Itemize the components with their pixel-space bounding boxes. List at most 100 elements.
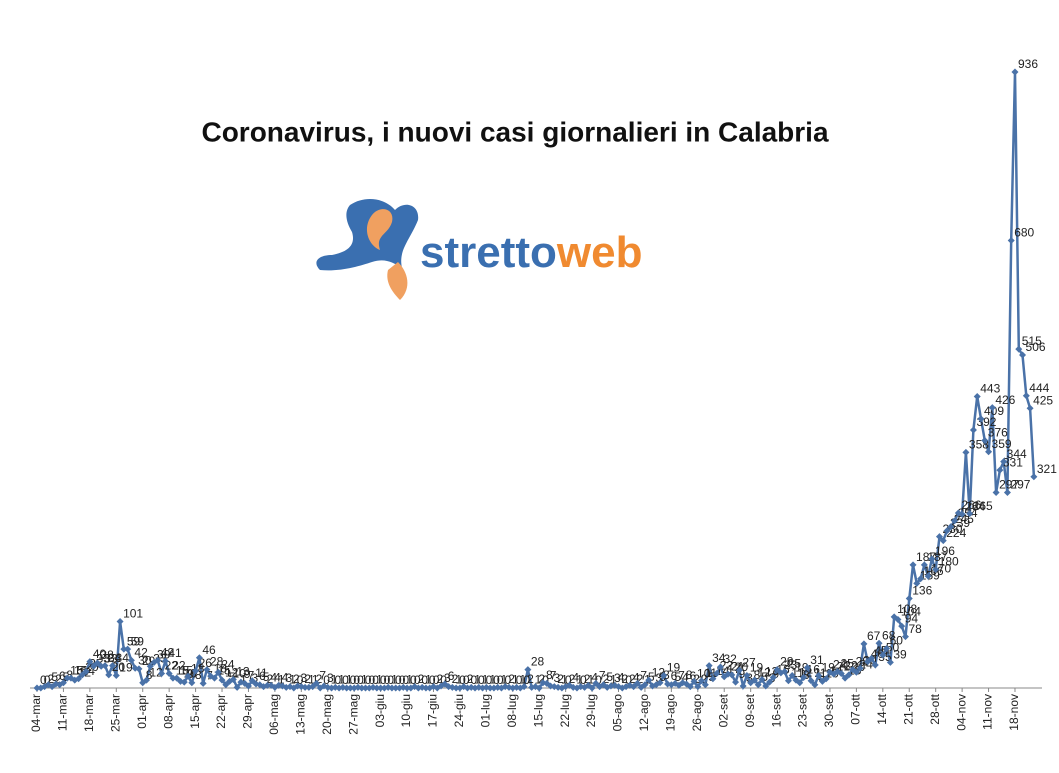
- data-label: 0: [369, 673, 376, 687]
- data-label: 5: [51, 670, 58, 684]
- data-label: 1: [376, 673, 383, 687]
- point-marker: [988, 404, 996, 412]
- data-label: 60: [890, 634, 904, 648]
- data-label: 40: [93, 647, 107, 661]
- x-tick-label: 27-mag: [346, 694, 360, 735]
- data-label: 15: [180, 663, 194, 677]
- data-label: 3: [554, 671, 561, 685]
- data-label: 15: [176, 663, 190, 677]
- x-tick-label: 11-mar: [56, 694, 70, 731]
- data-line: [37, 71, 1036, 691]
- point-marker: [856, 664, 864, 672]
- point-marker: [803, 664, 811, 672]
- data-label: 5: [818, 670, 825, 684]
- data-label: 426: [995, 393, 1015, 407]
- point-marker: [728, 671, 736, 679]
- point-marker: [362, 684, 370, 692]
- data-label: 1: [501, 673, 508, 687]
- data-label: 3: [301, 671, 308, 685]
- x-tick-label: 13-mag: [293, 694, 307, 735]
- data-label: 0: [580, 673, 587, 687]
- point-marker: [180, 678, 188, 686]
- data-label: 0: [40, 673, 47, 687]
- point-marker: [105, 671, 113, 679]
- data-label: 0: [372, 673, 379, 687]
- data-label: 196: [935, 544, 955, 558]
- data-label: 680: [1014, 226, 1034, 240]
- data-label: 2: [55, 672, 62, 686]
- x-tick-label: 07-ott: [849, 693, 863, 724]
- data-label: 78: [908, 622, 922, 636]
- data-label: 6: [59, 669, 66, 683]
- data-label: 10: [233, 667, 247, 681]
- point-marker: [146, 662, 154, 670]
- point-marker: [690, 677, 698, 685]
- data-label: 101: [123, 607, 143, 621]
- point-marker: [992, 489, 1000, 497]
- data-label: 2: [418, 672, 425, 686]
- data-label: 7: [319, 669, 326, 683]
- data-label: 0: [459, 673, 466, 687]
- data-label: 2: [538, 672, 545, 686]
- point-marker: [630, 683, 638, 691]
- data-label: 4: [618, 671, 625, 685]
- data-label: 31: [810, 653, 824, 667]
- point-marker: [867, 654, 875, 662]
- point-marker: [762, 682, 770, 690]
- point-marker: [909, 561, 917, 569]
- x-tick-label: 24-giu: [452, 694, 466, 727]
- point-marker: [769, 673, 777, 681]
- point-marker: [301, 683, 309, 691]
- data-label: 15: [217, 663, 231, 677]
- data-label: 0: [323, 673, 330, 687]
- data-label: 0: [504, 673, 511, 687]
- data-label: 0: [365, 673, 372, 687]
- data-label: 344: [1007, 447, 1027, 461]
- data-label: 2: [293, 672, 300, 686]
- data-label: 19: [667, 661, 681, 675]
- point-marker: [750, 676, 758, 684]
- data-label: 0: [516, 673, 523, 687]
- point-marker: [633, 679, 641, 687]
- data-label: 94: [905, 611, 919, 625]
- data-label: 25: [841, 657, 855, 671]
- point-marker: [996, 466, 1004, 474]
- point-marker: [33, 684, 41, 692]
- data-label: 0: [440, 673, 447, 687]
- x-tick-label: 28-ott: [928, 693, 942, 724]
- point-marker: [641, 681, 649, 689]
- data-label: 321: [1037, 462, 1057, 476]
- data-label: 2: [436, 672, 443, 686]
- data-label: 68: [882, 628, 896, 642]
- logo-text: strettoweb: [420, 228, 642, 277]
- point-marker: [686, 683, 694, 691]
- data-label: 23: [784, 658, 798, 672]
- data-label: 0: [350, 673, 357, 687]
- point-marker: [143, 676, 151, 684]
- data-label: 0: [523, 673, 530, 687]
- x-tick-label: 16-set: [769, 693, 783, 727]
- data-label: 4: [591, 671, 598, 685]
- data-label: 2: [267, 672, 274, 686]
- logo-shape: [366, 209, 393, 250]
- data-label: 33: [97, 651, 111, 665]
- point-marker: [698, 677, 706, 685]
- point-marker: [524, 666, 532, 674]
- x-tick-label: 22-apr: [214, 694, 228, 729]
- data-label: 11: [255, 666, 268, 680]
- data-label: 1: [482, 673, 489, 687]
- data-label: 8: [686, 668, 693, 682]
- data-label: 2: [584, 672, 591, 686]
- logo-shape: [387, 262, 408, 300]
- point-marker: [199, 679, 207, 687]
- data-label: 104: [901, 605, 921, 619]
- data-label: 21: [837, 659, 851, 673]
- data-label: 7: [640, 669, 647, 683]
- data-label: 9: [244, 667, 251, 681]
- data-label: 0: [395, 673, 402, 687]
- data-label: 1: [520, 673, 527, 687]
- data-label: 9: [739, 667, 746, 681]
- point-marker: [343, 684, 351, 692]
- data-label: 4: [270, 671, 277, 685]
